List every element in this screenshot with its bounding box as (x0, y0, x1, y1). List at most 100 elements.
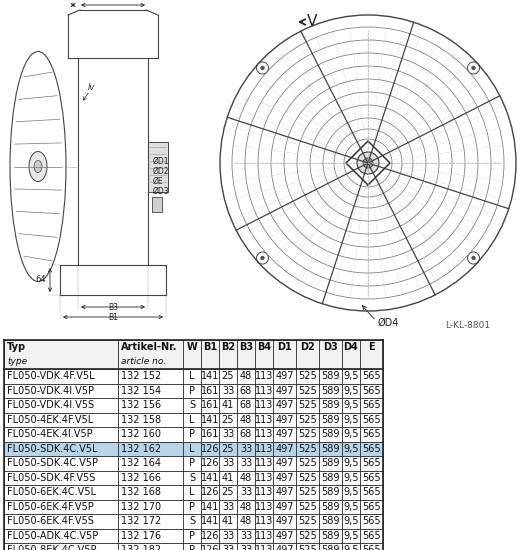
Text: 565: 565 (362, 429, 381, 439)
Text: 565: 565 (362, 386, 381, 396)
Text: 113: 113 (255, 400, 273, 410)
Bar (118, 340, 183, 369)
Text: 525: 525 (298, 502, 317, 512)
Text: 132 168: 132 168 (121, 487, 161, 497)
Bar (152, 196, 162, 212)
Text: FL050-VDK.4F.V5L: FL050-VDK.4F.V5L (7, 371, 95, 381)
Bar (255, 340, 273, 369)
Bar (4, 442, 118, 456)
Text: 565: 565 (362, 415, 381, 425)
Text: 497: 497 (275, 429, 294, 439)
Bar (201, 340, 219, 369)
Text: L: L (189, 371, 195, 381)
Text: 525: 525 (298, 386, 317, 396)
Text: 113: 113 (255, 502, 273, 512)
Text: 9,5: 9,5 (343, 400, 359, 410)
Text: ØD4: ØD4 (378, 318, 399, 328)
Text: 113: 113 (255, 516, 273, 526)
Text: 9,5: 9,5 (343, 415, 359, 425)
Text: 565: 565 (362, 545, 381, 550)
Text: B2: B2 (221, 342, 235, 352)
Text: 589: 589 (321, 386, 340, 396)
Text: 25: 25 (222, 444, 234, 454)
Bar (219, 442, 237, 456)
Text: 126: 126 (201, 531, 219, 541)
Circle shape (260, 256, 264, 260)
Text: 9,5: 9,5 (343, 386, 359, 396)
Text: 525: 525 (298, 487, 317, 497)
Text: FL050-ADK.4C.V5P: FL050-ADK.4C.V5P (7, 531, 98, 541)
Text: 497: 497 (275, 371, 294, 381)
Text: 9,5: 9,5 (343, 516, 359, 526)
Text: 41: 41 (222, 400, 234, 410)
Bar (201, 442, 219, 456)
Text: 589: 589 (321, 545, 340, 550)
Text: 9,5: 9,5 (343, 429, 359, 439)
Text: 113: 113 (255, 429, 273, 439)
Text: D2: D2 (300, 342, 315, 352)
Text: ØD2: ØD2 (153, 167, 169, 176)
Text: 161: 161 (201, 386, 219, 396)
Text: 132 172: 132 172 (121, 516, 161, 526)
Text: 48: 48 (240, 473, 252, 483)
Text: 497: 497 (275, 516, 294, 526)
Text: 161: 161 (201, 400, 219, 410)
Text: 525: 525 (298, 371, 317, 381)
Text: B2: B2 (113, 0, 123, 1)
Text: FL050-SDK.4C.V5P: FL050-SDK.4C.V5P (7, 458, 98, 468)
Text: 525: 525 (298, 516, 317, 526)
Bar (4, 340, 118, 369)
Circle shape (472, 256, 476, 260)
Text: E: E (368, 342, 375, 352)
Text: 126: 126 (201, 545, 219, 550)
Text: 33: 33 (222, 458, 234, 468)
Ellipse shape (29, 151, 47, 182)
Text: 565: 565 (362, 458, 381, 468)
Text: 497: 497 (275, 531, 294, 541)
Text: 589: 589 (321, 487, 340, 497)
Text: 565: 565 (362, 502, 381, 512)
Text: 589: 589 (321, 531, 340, 541)
Text: 497: 497 (275, 502, 294, 512)
Text: P: P (189, 502, 195, 512)
Circle shape (260, 66, 264, 70)
Text: 113: 113 (255, 545, 273, 550)
Bar (319, 340, 342, 369)
Text: 48: 48 (240, 502, 252, 512)
Text: 33: 33 (240, 531, 252, 541)
Text: ØE: ØE (153, 177, 164, 186)
Text: P: P (189, 545, 195, 550)
Text: 113: 113 (255, 415, 273, 425)
Circle shape (472, 66, 476, 70)
Text: 113: 113 (255, 473, 273, 483)
Bar (342, 340, 360, 369)
Text: 525: 525 (298, 531, 317, 541)
Text: 113: 113 (255, 458, 273, 468)
Bar (183, 340, 201, 369)
Text: 9,5: 9,5 (343, 473, 359, 483)
Text: 132 176: 132 176 (121, 531, 161, 541)
Text: 113: 113 (255, 487, 273, 497)
Text: 565: 565 (362, 400, 381, 410)
Text: P: P (189, 458, 195, 468)
Text: L: L (189, 415, 195, 425)
Text: FL050-6EK.4F.V5P: FL050-6EK.4F.V5P (7, 502, 94, 512)
Text: 25: 25 (222, 371, 234, 381)
Bar (360, 442, 383, 456)
Text: 497: 497 (275, 487, 294, 497)
Text: S: S (189, 400, 195, 410)
Text: 113: 113 (255, 531, 273, 541)
Text: 33: 33 (222, 502, 234, 512)
Text: P: P (189, 386, 195, 396)
Bar (273, 340, 296, 369)
Text: S: S (189, 516, 195, 526)
Text: P: P (189, 531, 195, 541)
Text: 141: 141 (201, 473, 219, 483)
Text: 525: 525 (298, 473, 317, 483)
Text: 126: 126 (201, 487, 219, 497)
Text: 589: 589 (321, 502, 340, 512)
Text: 126: 126 (201, 444, 219, 454)
Text: FL050-8EK.4C.V5P: FL050-8EK.4C.V5P (7, 545, 97, 550)
Text: 565: 565 (362, 444, 381, 454)
Text: 525: 525 (298, 429, 317, 439)
